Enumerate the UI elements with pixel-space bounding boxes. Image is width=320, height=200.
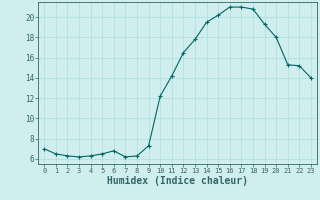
X-axis label: Humidex (Indice chaleur): Humidex (Indice chaleur) — [107, 176, 248, 186]
